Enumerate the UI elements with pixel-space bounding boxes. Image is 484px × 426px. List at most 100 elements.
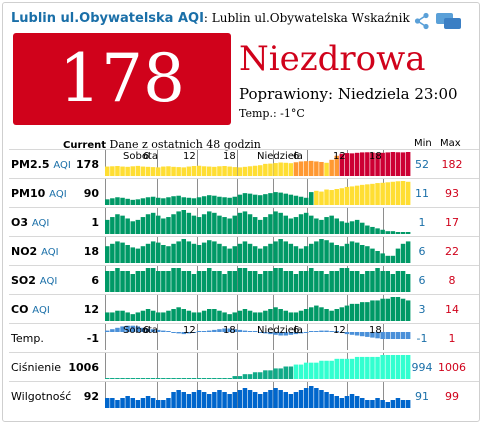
max-value: 1006 <box>438 361 466 374</box>
bar <box>349 271 355 292</box>
bar <box>156 271 161 292</box>
bar <box>161 166 166 176</box>
bar <box>365 246 370 263</box>
bar <box>405 355 411 379</box>
tick-label: 18 <box>369 151 382 162</box>
bar <box>400 181 406 205</box>
bar <box>242 268 248 292</box>
bar <box>273 307 278 321</box>
bar <box>150 398 156 408</box>
bar <box>135 378 141 379</box>
row-so2[interactable]: SO2 AQI 6 6 8 <box>9 265 479 294</box>
bar <box>212 271 217 292</box>
bar <box>150 196 156 205</box>
bar <box>156 242 161 263</box>
bar <box>120 215 125 234</box>
bar <box>171 378 176 379</box>
bar <box>303 362 309 379</box>
bar <box>166 398 171 408</box>
tick-label: 12 <box>183 325 196 336</box>
bar <box>303 197 309 205</box>
bar <box>263 392 268 408</box>
bar <box>400 355 406 379</box>
chat-icon[interactable] <box>435 11 463 31</box>
bar <box>405 152 411 176</box>
bar <box>380 271 385 292</box>
bar <box>181 239 186 263</box>
bar <box>309 160 314 176</box>
bar <box>344 358 350 379</box>
aqi-tag: AQI <box>53 160 71 171</box>
bar <box>207 268 212 292</box>
bar <box>293 364 299 379</box>
bar <box>314 241 319 263</box>
row-no2[interactable]: NO2 AQI 18 6 22 <box>9 236 479 265</box>
bar <box>380 355 385 379</box>
bar <box>186 394 192 408</box>
bar <box>288 163 294 176</box>
bar <box>375 228 380 234</box>
min-value: 6 <box>418 245 426 258</box>
row-name: PM10 <box>11 187 46 200</box>
bar <box>400 271 406 292</box>
bar <box>365 225 370 234</box>
bar <box>375 268 380 292</box>
row-o3[interactable]: O3 AQI 1 1 17 <box>9 207 479 236</box>
aqi-tag: AQI <box>39 276 58 287</box>
row-humidity[interactable]: Wilgotność 92 91 99 <box>9 381 479 410</box>
bar <box>212 212 217 234</box>
bar <box>278 309 283 321</box>
bar <box>395 332 401 339</box>
bar <box>329 360 334 379</box>
bar <box>217 390 222 408</box>
row-pm25[interactable]: PM2.5 AQI 178 Sobota 6 12 18 Niedziela 6 12 18 52 1… <box>9 149 479 178</box>
bar <box>166 378 171 379</box>
bar <box>370 356 375 379</box>
row-co[interactable]: CO AQI 12 3 14 <box>9 294 479 323</box>
bar <box>303 212 309 234</box>
row-pm10[interactable]: PM10 AQI 90 11 93 <box>9 178 479 207</box>
bar <box>314 218 319 234</box>
bar <box>329 394 334 408</box>
row-temp[interactable]: Temp. -1 Sobota 6 12 18 Niedziela 6 12 18 -1 1 <box>9 323 479 352</box>
bar <box>196 331 202 332</box>
bar <box>156 378 161 379</box>
bar <box>196 378 202 379</box>
bar <box>298 364 304 379</box>
bar <box>135 312 141 321</box>
bar <box>130 247 135 263</box>
share-icon[interactable] <box>413 12 431 30</box>
bar <box>309 268 314 292</box>
bar <box>278 212 283 234</box>
bar <box>273 268 278 292</box>
bar <box>354 185 360 205</box>
bar <box>191 215 197 234</box>
sparkline-o3 <box>105 208 411 234</box>
bar <box>385 271 390 292</box>
tick-label: 12 <box>333 325 346 336</box>
bar <box>314 362 319 379</box>
bar <box>339 221 345 234</box>
bar <box>222 378 227 379</box>
bar <box>242 388 248 408</box>
bar <box>181 332 186 335</box>
bar <box>263 310 268 321</box>
row-pressure[interactable]: Ciśnienie 1006 994 1006 <box>9 352 479 381</box>
city-link[interactable]: Lublin ul.Obywatelska AQI <box>11 11 204 26</box>
bar <box>339 268 345 292</box>
bar <box>293 392 299 408</box>
bar <box>212 309 217 321</box>
max-value: 93 <box>445 187 459 200</box>
bar <box>349 186 355 205</box>
bar <box>293 195 299 205</box>
bar <box>125 166 130 176</box>
widget-header: Lublin ul.Obywatelska AQI: Lublin ul.Oby… <box>11 11 411 29</box>
bar <box>303 332 309 333</box>
bar <box>370 248 375 263</box>
bar <box>319 360 324 379</box>
bar <box>125 271 130 292</box>
bar <box>395 398 401 408</box>
tick-label: 18 <box>223 151 236 162</box>
bar <box>273 388 278 408</box>
bar <box>349 153 355 176</box>
